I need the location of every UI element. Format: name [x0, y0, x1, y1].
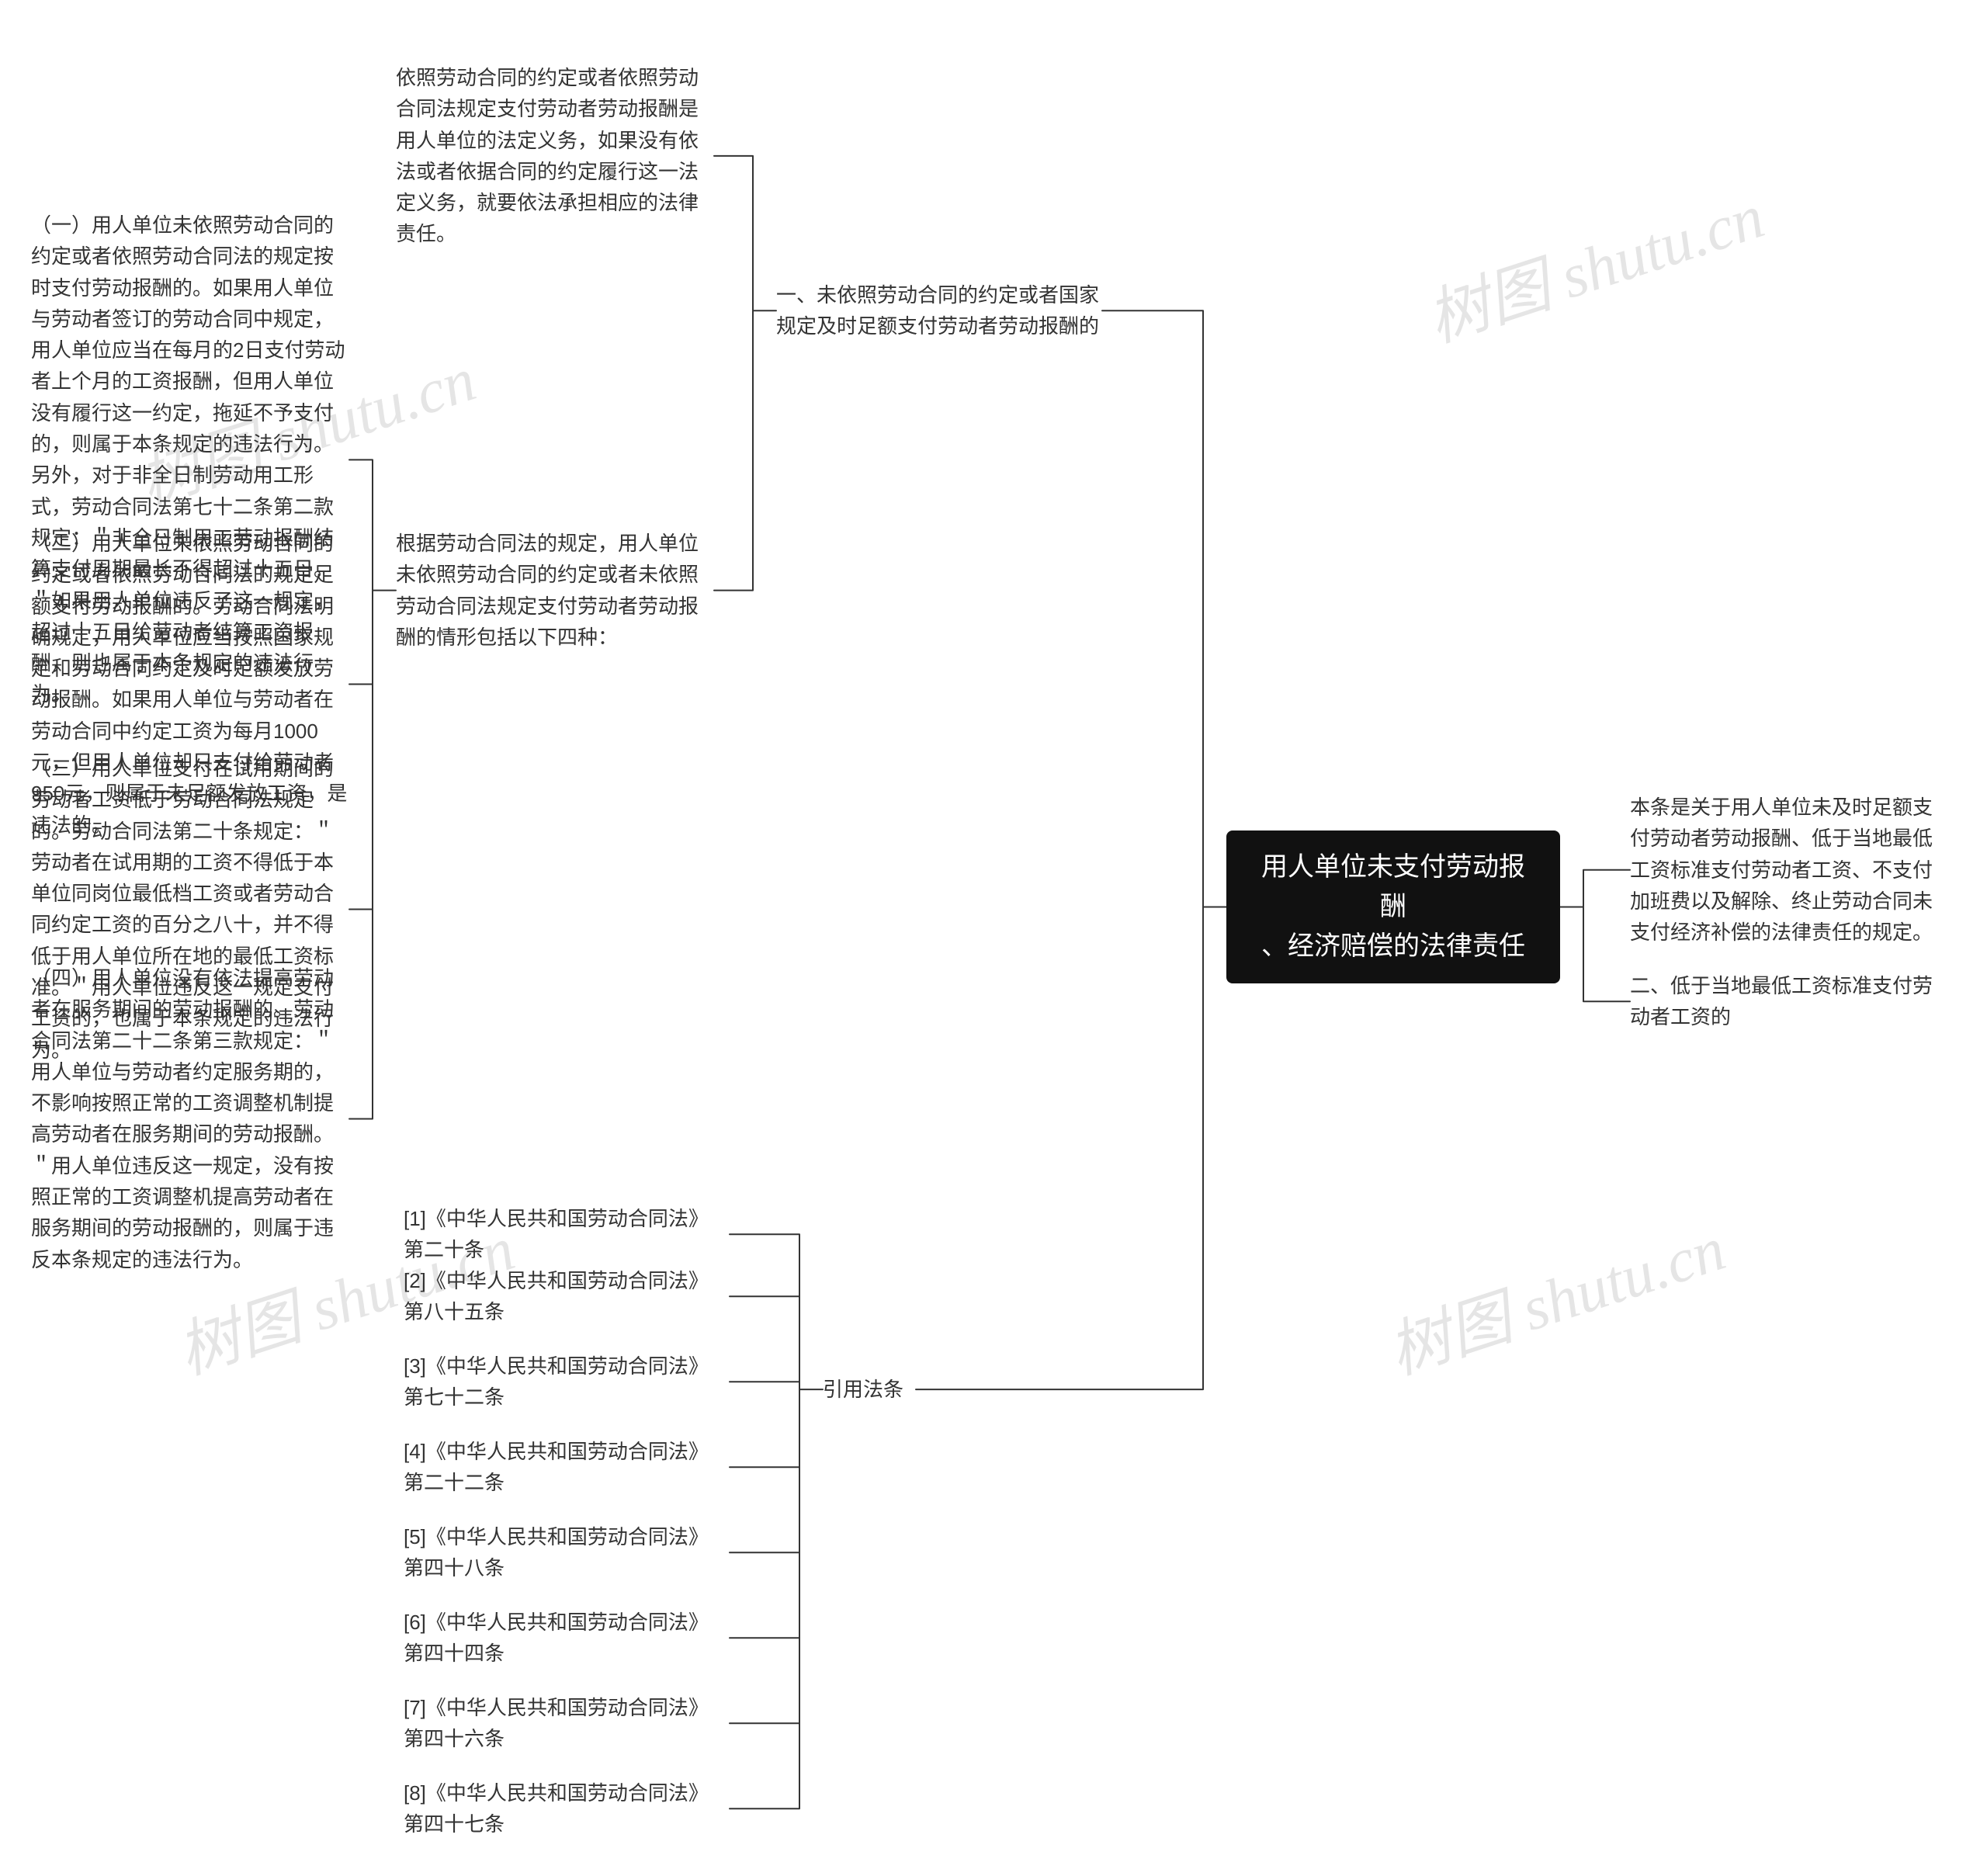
citation-6: [6]《中华人民共和国劳动合同法》 第四十四条 [404, 1607, 730, 1670]
citation-2: [2]《中华人民共和国劳动合同法》 第八十五条 [404, 1265, 730, 1328]
root-node: 用人单位未支付劳动报酬 、经济赔偿的法律责任 [1226, 831, 1560, 983]
node-section-2: 二、低于当地最低工资标准支付劳动者工资的 [1630, 970, 1948, 1033]
citation-1: [1]《中华人民共和国劳动合同法》 第二十条 [404, 1203, 730, 1266]
node-section-1: 一、未依照劳动合同的约定或者国家规定及时足额支付劳动者劳动报酬的 [776, 279, 1102, 342]
node-l1-four-cases: 根据劳动合同法的规定，用人单位未依照劳动合同的约定或者未依照劳动合同法规定支付劳… [396, 528, 714, 653]
citation-3: [3]《中华人民共和国劳动合同法》 第七十二条 [404, 1351, 730, 1413]
citation-5: [5]《中华人民共和国劳动合同法》 第四十八条 [404, 1521, 730, 1584]
node-summary: 本条是关于用人单位未及时足额支付劳动者劳动报酬、低于当地最低工资标准支付劳动者工… [1630, 792, 1948, 948]
node-case-4: （四）用人单位没有依法提高劳动者在服务期间的劳动报酬的。劳动合同法第二十二条第三… [31, 962, 349, 1275]
mindmap-canvas: 树图 shutu.cn 树图 shutu.cn 树图 shutu.cn 树图 s… [0, 0, 1987, 1876]
watermark: 树图 shutu.cn [1414, 166, 1774, 359]
watermark: 树图 shutu.cn [1375, 1198, 1735, 1392]
node-l1-obligation: 依照劳动合同的约定或者依照劳动合同法规定支付劳动者劳动报酬是用人单位的法定义务，… [396, 62, 714, 250]
node-citations: 引用法条 [823, 1374, 916, 1405]
citation-8: [8]《中华人民共和国劳动合同法》 第四十七条 [404, 1777, 730, 1840]
citation-7: [7]《中华人民共和国劳动合同法》 第四十六条 [404, 1692, 730, 1755]
citation-4: [4]《中华人民共和国劳动合同法》 第二十二条 [404, 1436, 730, 1499]
